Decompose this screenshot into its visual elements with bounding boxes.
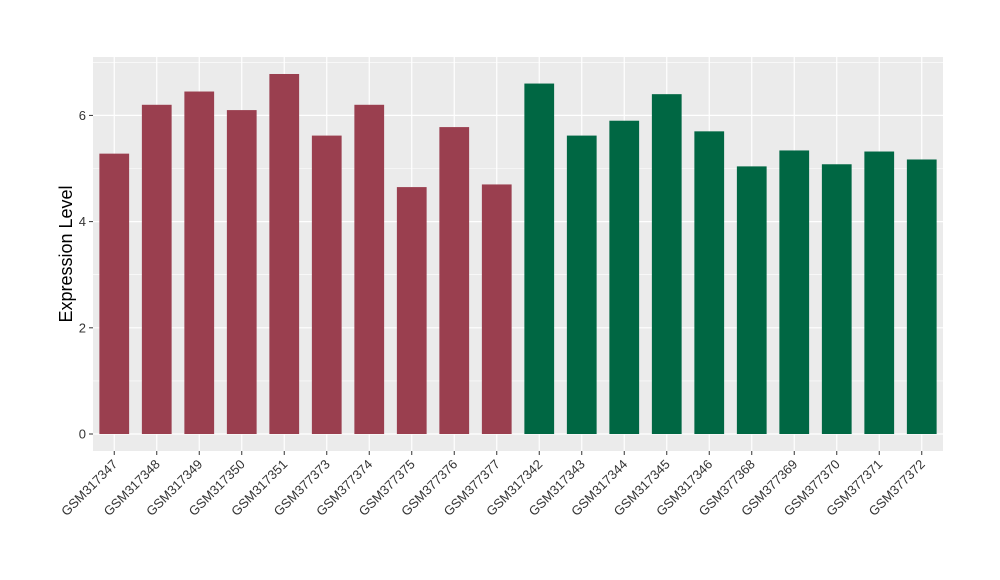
- bar-gsm377371: [864, 151, 895, 435]
- bar-gsm377370: [821, 164, 852, 435]
- bar-gsm317343: [566, 135, 597, 435]
- bar-gsm377376: [439, 127, 470, 435]
- bar-gsm317348: [141, 104, 172, 435]
- bar-gsm377374: [354, 104, 385, 435]
- plot-panel: [93, 57, 943, 451]
- bar-gsm317346: [694, 131, 725, 435]
- bar-gsm377372: [906, 159, 937, 435]
- y-tick-label: 4: [79, 214, 86, 229]
- y-tick-label: 6: [79, 108, 86, 123]
- y-tick-label: 0: [79, 427, 86, 442]
- bar-gsm317342: [524, 83, 555, 435]
- bar-gsm377368: [736, 166, 767, 435]
- bar-gsm317345: [651, 94, 682, 435]
- bar-gsm377377: [481, 184, 512, 435]
- bar-gsm317350: [226, 110, 257, 435]
- bar-gsm317351: [269, 73, 300, 435]
- bar-gsm317349: [184, 91, 215, 435]
- bar-gsm317347: [99, 153, 130, 435]
- bar-gsm377373: [311, 135, 342, 435]
- bar-gsm377369: [779, 150, 810, 435]
- bar-gsm317344: [609, 120, 640, 435]
- y-tick-label: 2: [79, 320, 86, 335]
- x-axis: GSM317347GSM317348GSM317349GSM317350GSM3…: [58, 451, 928, 519]
- y-axis-title: Expression Level: [56, 185, 76, 322]
- y-axis: 0 2 4 6: [79, 108, 93, 442]
- bar-gsm377375: [396, 187, 427, 435]
- bars-group: [99, 73, 937, 435]
